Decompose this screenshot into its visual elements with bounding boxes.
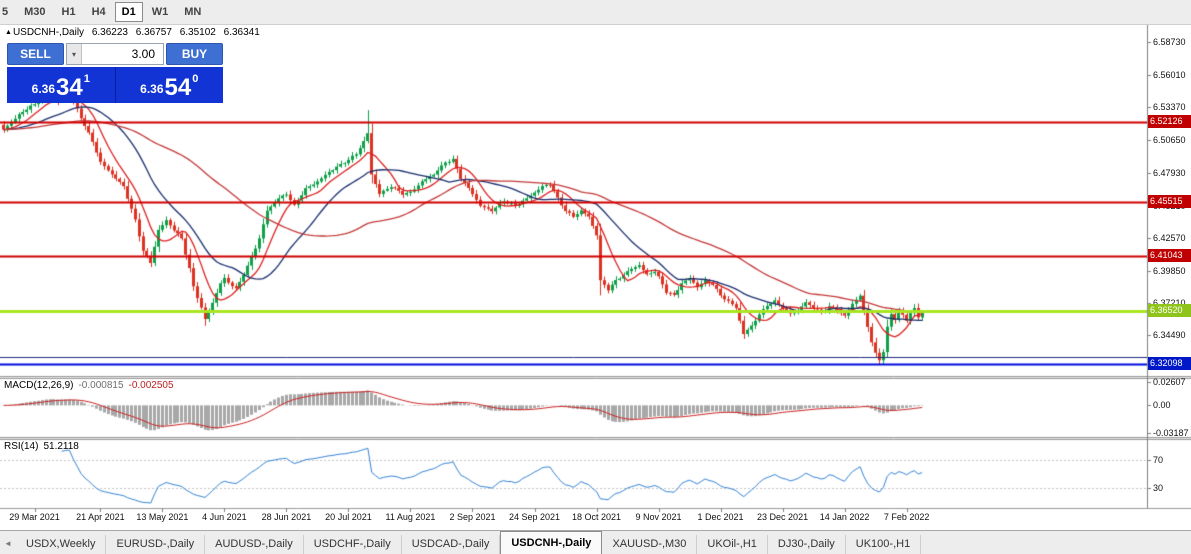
time-axis-label: 7 Feb 2022 xyxy=(883,512,930,522)
buy-price-point: 0 xyxy=(192,72,199,85)
price-axis-label: 6.50650 xyxy=(1153,134,1186,145)
rsi-indicator-label: RSI(14) 51.2118 xyxy=(4,441,84,452)
close-value: 6.36341 xyxy=(223,27,260,38)
rsi-axis-label: 30 xyxy=(1153,482,1164,493)
time-axis-label: 1 Dec 2021 xyxy=(697,512,744,522)
symbol-marker-icon: ▲ xyxy=(5,29,12,36)
time-axis-label: 21 Apr 2021 xyxy=(76,512,125,522)
chart-tabs-bar: ◄ USDX,Weekly EURUSD-,Daily AUDUSD-,Daily U… xyxy=(0,530,1191,554)
timeframe-mn-button[interactable]: MN xyxy=(177,2,208,22)
price-level-badge: 6.52126 xyxy=(1148,114,1191,128)
timeframe-h4-button[interactable]: H4 xyxy=(85,2,113,22)
macd-indicator-label: MACD(12,26,9) -0.000815 -0.002505 xyxy=(4,380,179,391)
timeframe-toolbar: 5 M30 H1 H4 D1 W1 MN xyxy=(0,0,1191,25)
tabs-scroll-left-icon[interactable]: ◄ xyxy=(4,538,12,548)
chart-tab[interactable]: EURUSD-,Daily xyxy=(106,535,206,554)
macd-axis-label: 0.02607 xyxy=(1153,377,1186,388)
price-axis-label: 6.39850 xyxy=(1153,265,1186,276)
price-axis-label: 6.42570 xyxy=(1153,232,1186,243)
price-level-badge: 6.45515 xyxy=(1148,194,1191,208)
price-level-badge: 6.36520 xyxy=(1148,303,1191,317)
sell-price-display[interactable]: 6.36 34 1 xyxy=(7,67,115,103)
time-axis-label: 4 Jun 2021 xyxy=(202,512,247,522)
chart-tab[interactable]: USDCHF-,Daily xyxy=(304,535,402,554)
one-click-trading-panel: SELL ▾ 3.00 BUY 6.36 34 1 6.36 54 0 xyxy=(7,43,223,103)
time-axis-label: 28 Jun 2021 xyxy=(261,512,312,522)
price-level-badge: 6.41043 xyxy=(1148,249,1191,263)
chart-tab[interactable]: UK100-,H1 xyxy=(846,535,922,554)
buy-button[interactable]: BUY xyxy=(166,43,223,65)
high-value: 6.36757 xyxy=(135,27,172,38)
timeframe-w1-button[interactable]: W1 xyxy=(145,2,176,22)
time-axis-label: 24 Sep 2021 xyxy=(508,512,561,522)
volume-field[interactable]: ▾ 3.00 xyxy=(66,43,164,65)
macd-axis-label: 0.00 xyxy=(1153,400,1171,411)
time-axis-label: 9 Nov 2021 xyxy=(635,512,682,522)
price-axis-label: 6.34490 xyxy=(1153,330,1186,341)
time-axis-label: 18 Oct 2021 xyxy=(571,512,622,522)
macd-axis-label: -0.03187 xyxy=(1153,428,1189,439)
chart-tab[interactable]: USDCNH-,Daily xyxy=(500,531,603,554)
chart-ohlc-header: ▲USDCNH-,Daily 6.36223 6.36757 6.35102 6… xyxy=(5,27,265,38)
price-axis-label: 6.47930 xyxy=(1153,167,1186,178)
time-axis-label: 14 Jan 2022 xyxy=(819,512,870,522)
price-axis-label: 6.37210 xyxy=(1153,297,1186,308)
chart-tab[interactable]: DJ30-,Daily xyxy=(768,535,846,554)
time-axis-label: 20 Jul 2021 xyxy=(325,512,372,522)
time-axis-label: 29 Mar 2021 xyxy=(9,512,60,522)
timeframe-h1-button[interactable]: H1 xyxy=(55,2,83,22)
chart-tabs: USDX,Weekly EURUSD-,Daily AUDUSD-,Daily USD… xyxy=(16,531,922,554)
macd-main-value: -0.000815 xyxy=(78,380,124,391)
chart-tab[interactable]: AUDUSD-,Daily xyxy=(205,535,304,554)
sell-price-pips: 34 xyxy=(56,74,83,101)
buy-price-pips: 54 xyxy=(164,74,192,101)
time-axis-label: 2 Sep 2021 xyxy=(449,512,496,522)
rsi-value: 51.2118 xyxy=(43,441,79,452)
time-axis-label: 23 Dec 2021 xyxy=(757,512,809,522)
sell-button[interactable]: SELL xyxy=(7,43,64,65)
macd-signal-value: -0.002505 xyxy=(128,380,174,391)
open-value: 6.36223 xyxy=(91,27,128,38)
time-axis-label: 11 Aug 2021 xyxy=(385,512,436,522)
chart-tab[interactable]: XAUUSD-,M30 xyxy=(602,535,698,554)
rsi-name: RSI(14) xyxy=(4,441,39,452)
volume-value: 3.00 xyxy=(131,47,155,61)
price-axis-label: 6.53370 xyxy=(1153,101,1186,112)
price-axis-label: 6.58730 xyxy=(1153,37,1186,48)
sell-price-point: 1 xyxy=(83,72,90,85)
timeframe-5-button[interactable]: 5 xyxy=(0,2,15,22)
chart-tab[interactable]: UKOil-,H1 xyxy=(697,535,768,554)
time-axis-label: 13 May 2021 xyxy=(136,512,189,522)
rsi-axis-label: 70 xyxy=(1153,455,1164,466)
low-value: 6.35102 xyxy=(179,27,216,38)
timeframe-m30-button[interactable]: M30 xyxy=(17,2,52,22)
chart-tab[interactable]: USDX,Weekly xyxy=(16,535,107,554)
macd-name: MACD(12,26,9) xyxy=(4,380,74,391)
chart-symbol-label: USDCNH-,Daily xyxy=(12,27,85,38)
chart-tab[interactable]: USDCAD-,Daily xyxy=(402,535,501,554)
price-level-badge: 6.32098 xyxy=(1148,357,1191,371)
price-axis-label: 6.56010 xyxy=(1153,69,1186,80)
buy-price-display[interactable]: 6.36 54 0 xyxy=(115,67,223,103)
sell-price-base: 6.36 xyxy=(31,82,56,96)
volume-dropdown-icon[interactable]: ▾ xyxy=(67,44,82,64)
timeframe-d1-button[interactable]: D1 xyxy=(114,2,143,22)
buy-price-base: 6.36 xyxy=(140,82,164,96)
